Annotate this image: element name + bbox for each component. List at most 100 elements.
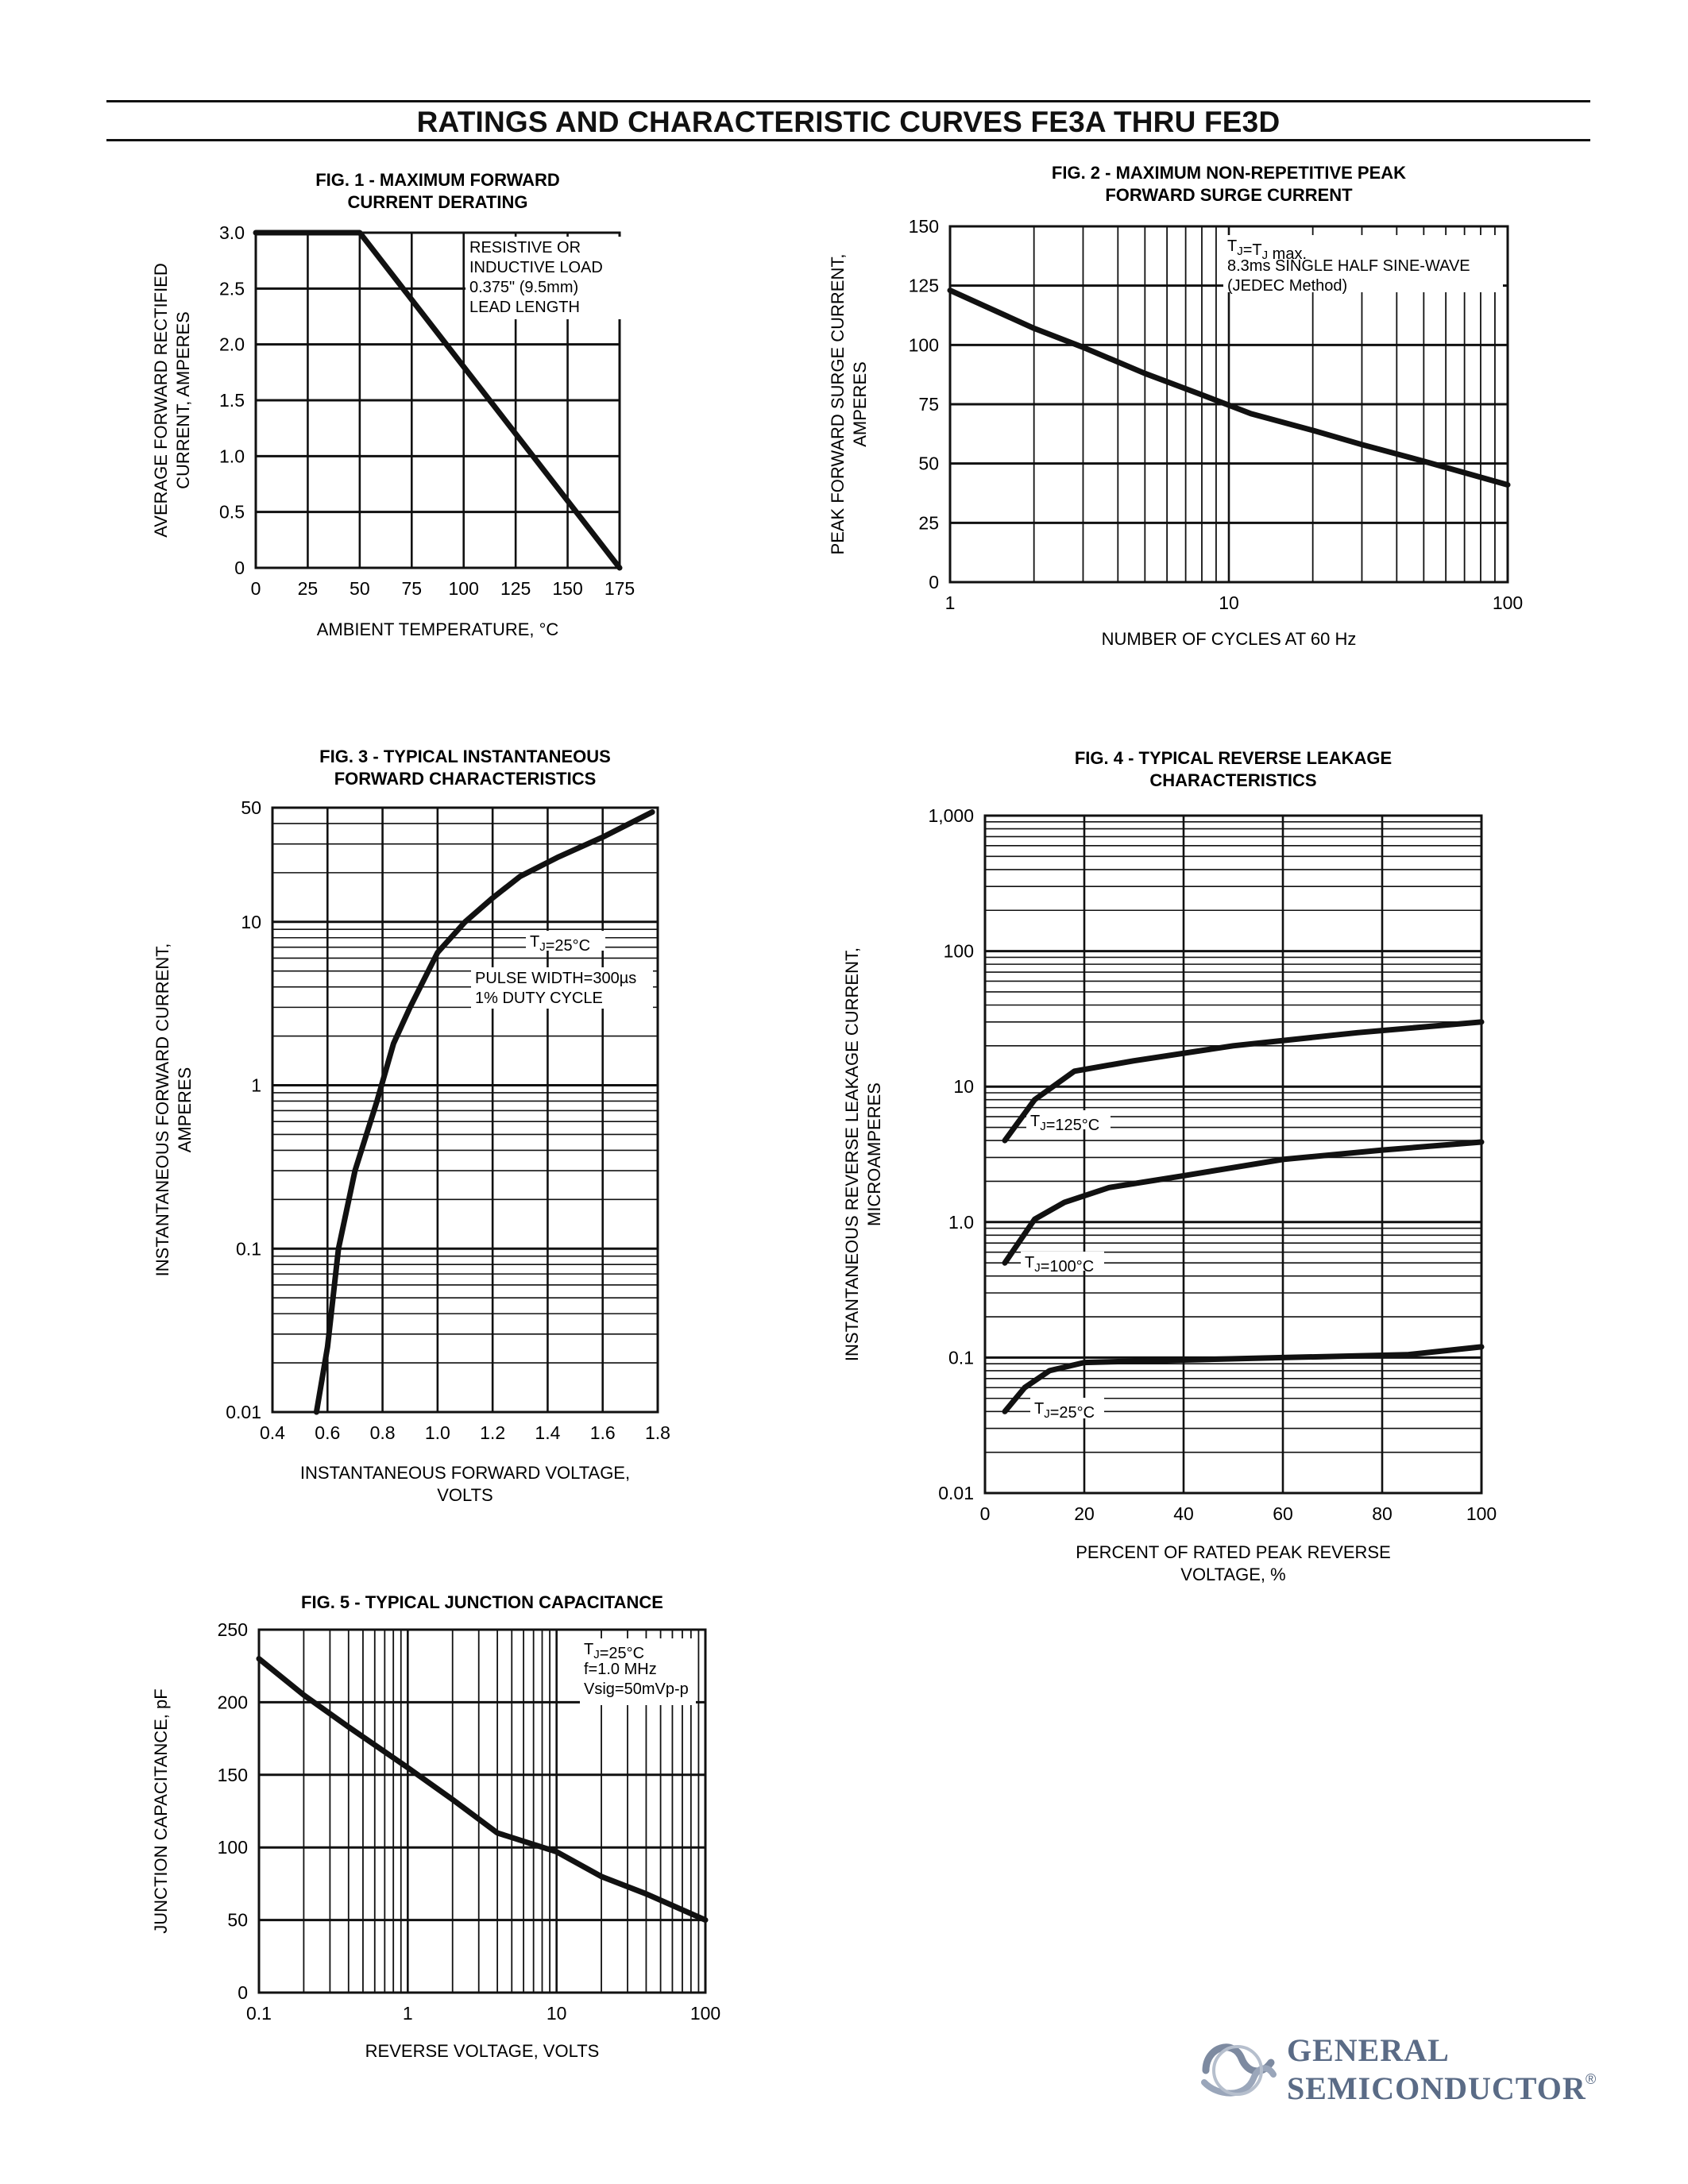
fig5-y-tick-label: 100	[218, 1837, 248, 1858]
fig4-y-tick-label: 0.1	[948, 1347, 974, 1368]
fig1-annotation-text: 0.375" (9.5mm)	[469, 279, 578, 296]
fig2-y-tick-label: 0	[929, 572, 939, 592]
fig1-y-axis-label: CURRENT, AMPERES	[173, 311, 193, 489]
fig2-annotation-text: 8.3ms SINGLE HALF SINE-WAVE	[1227, 257, 1470, 275]
fig5-chart: FIG. 5 - TYPICAL JUNCTION CAPACITANCE TJ=…	[151, 1592, 720, 2061]
fig1-annotation-text: LEAD LENGTH	[469, 299, 580, 316]
fig5-annotation-text: Vsig=50mVp-p	[584, 1680, 689, 1698]
fig4-x-axis-label: VOLTAGE, %	[1180, 1565, 1285, 1584]
fig1-x-tick-label: 50	[350, 578, 370, 599]
fig3-annotation-box	[526, 931, 605, 951]
fig3-title-line: FORWARD CHARACTERISTICS	[334, 769, 597, 789]
fig2-annotation-text: TJ=TJ max.	[1227, 237, 1307, 263]
fig5-y-tick-label: 150	[218, 1765, 248, 1785]
fig1-plot-frame	[254, 231, 621, 569]
fig1-y-tick-label: 1.5	[219, 390, 245, 411]
fig2-title-line: FIG. 2 - MAXIMUM NON-REPETITIVE PEAK	[1052, 163, 1406, 183]
fig3-y-tick-label: 50	[241, 797, 261, 818]
fig2-chart: FIG. 2 - MAXIMUM NON-REPETITIVE PEAKFORW…	[828, 163, 1523, 649]
fig2-y-axis-label: AMPERES	[850, 361, 870, 447]
fig5-x-axis-label: REVERSE VOLTAGE, VOLTS	[365, 2041, 600, 2061]
fig5-x-tick-label: 0.1	[246, 2003, 272, 2024]
fig4-y-axis-label: MICROAMPERES	[864, 1082, 884, 1226]
fig4-annotation-text: TJ=25°C	[1034, 1400, 1095, 1422]
fig4-y-axis-label: INSTANTANEOUS REVERSE LEAKAGE CURRENT,	[842, 947, 862, 1361]
fig2-y-tick-label: 50	[918, 453, 939, 474]
heading-underline	[106, 139, 1590, 141]
fig4-y-tick-label: 1.0	[948, 1212, 974, 1233]
fig2-x-tick-label: 100	[1493, 592, 1523, 613]
fig2-y-axis-label: PEAK FORWARD SURGE CURRENT,	[828, 254, 848, 555]
page-title: RATINGS AND CHARACTERISTIC CURVES FE3A T…	[416, 106, 1280, 138]
fig2-x-axis-label: NUMBER OF CYCLES AT 60 Hz	[1102, 629, 1357, 649]
fig1-annotation-text: RESISTIVE OR	[469, 239, 581, 257]
top-rule	[106, 100, 1590, 102]
fig2-y-tick-label: 125	[909, 276, 939, 296]
fig4-annotation-box	[1030, 1398, 1104, 1418]
fig3-y-axis-label: AMPERES	[175, 1067, 195, 1153]
fig4-annotation-text: TJ=100°C	[1025, 1254, 1094, 1275]
fig3-y-tick-label: 0.1	[236, 1238, 261, 1259]
fig5-x-tick-label: 10	[547, 2003, 567, 2024]
fig3-y-tick-label: 0.01	[226, 1402, 261, 1422]
fig1-x-tick-label: 0	[251, 578, 261, 599]
fig3-annotation-text: PULSE WIDTH=300µs	[475, 970, 636, 987]
fig1-y-tick-label: 3.0	[219, 222, 245, 243]
fig4-x-tick-label: 100	[1466, 1503, 1497, 1524]
fig4-chart: FIG. 4 - TYPICAL REVERSE LEAKAGECHARACTE…	[842, 748, 1497, 1584]
fig5-y-tick-label: 200	[218, 1692, 248, 1712]
fig3-y-axis-label: INSTANTANEOUS FORWARD CURRENT,	[153, 943, 172, 1277]
fig1-x-tick-label: 100	[449, 578, 479, 599]
fig2-x-tick-label: 1	[945, 592, 956, 613]
fig4-y-tick-label: 0.01	[938, 1483, 974, 1503]
fig5-y-tick-label: 50	[227, 1910, 248, 1931]
fig5-annotation-text: f=1.0 MHz	[584, 1661, 657, 1678]
fig3-plot-frame	[271, 806, 659, 1414]
fig4-annotation-box	[1026, 1110, 1111, 1129]
fig1-series-1-curve	[253, 230, 623, 571]
fig5-annotation-text: TJ=25°C	[584, 1641, 644, 1662]
fig2-y-tick-label: 100	[909, 334, 939, 355]
fig3-annotation-text: TJ=25°C	[530, 933, 590, 955]
fig1-x-tick-label: 150	[552, 578, 582, 599]
fig1-title-line: FIG. 1 - MAXIMUM FORWARD	[315, 170, 560, 190]
fig3-x-tick-label: 1.4	[535, 1422, 560, 1443]
fig3-y-tick-label: 1	[251, 1075, 261, 1096]
fig1-y-tick-label: 1.0	[219, 446, 245, 466]
fig1-annotation-text: INDUCTIVE LOAD	[469, 259, 603, 276]
fig5-y-tick-label: 250	[218, 1619, 248, 1640]
fig3-x-tick-label: 1.6	[590, 1422, 616, 1443]
fig4-series-1-curve	[1002, 1019, 1485, 1144]
fig5-y-tick-label: 0	[238, 1982, 248, 2003]
fig5-x-tick-label: 1	[403, 2003, 413, 2024]
fig1-y-tick-label: 2.0	[219, 334, 245, 355]
fig1-title-line: CURRENT DERATING	[348, 192, 528, 212]
fig2-annotation-box	[1223, 235, 1503, 292]
fig2-x-tick-label: 10	[1219, 592, 1239, 613]
fig3-annotation-text: 1% DUTY CYCLE	[475, 990, 603, 1007]
fig4-y-tick-label: 1,000	[928, 805, 974, 826]
fig2-y-tick-label: 75	[918, 394, 939, 415]
fig3-x-tick-label: 1.2	[480, 1422, 505, 1443]
fig3-x-axis-label: VOLTS	[437, 1485, 493, 1505]
fig5-x-tick-label: 100	[690, 2003, 720, 2024]
fig4-annotation-box	[1021, 1252, 1104, 1271]
brand-logo: GENERAL SEMICONDUCTOR ®	[1198, 2027, 1611, 2114]
fig4-title-line: FIG. 4 - TYPICAL REVERSE LEAKAGE	[1075, 748, 1392, 768]
fig3-x-axis-label: INSTANTANEOUS FORWARD VOLTAGE,	[300, 1463, 630, 1483]
fig4-plot-frame	[983, 814, 1483, 1495]
fig5-annotation-box	[580, 1638, 696, 1705]
fig1-x-tick-label: 75	[401, 578, 422, 599]
fig1-y-tick-label: 0	[234, 558, 245, 578]
brand-name-line1: GENERAL	[1287, 2032, 1450, 2068]
fig4-x-axis-label: PERCENT OF RATED PEAK REVERSE	[1076, 1542, 1391, 1562]
fig3-x-tick-label: 0.8	[370, 1422, 396, 1443]
fig4-annotation-text: TJ=125°C	[1030, 1113, 1099, 1134]
fig4-x-tick-label: 40	[1173, 1503, 1194, 1524]
fig3-y-tick-label: 10	[241, 912, 261, 932]
fig1-x-tick-label: 125	[500, 578, 531, 599]
fig5-title-line: FIG. 5 - TYPICAL JUNCTION CAPACITANCE	[301, 1592, 663, 1612]
fig3-series-1-curve	[313, 809, 655, 1415]
fig3-title-line: FIG. 3 - TYPICAL INSTANTANEOUS	[319, 747, 611, 766]
